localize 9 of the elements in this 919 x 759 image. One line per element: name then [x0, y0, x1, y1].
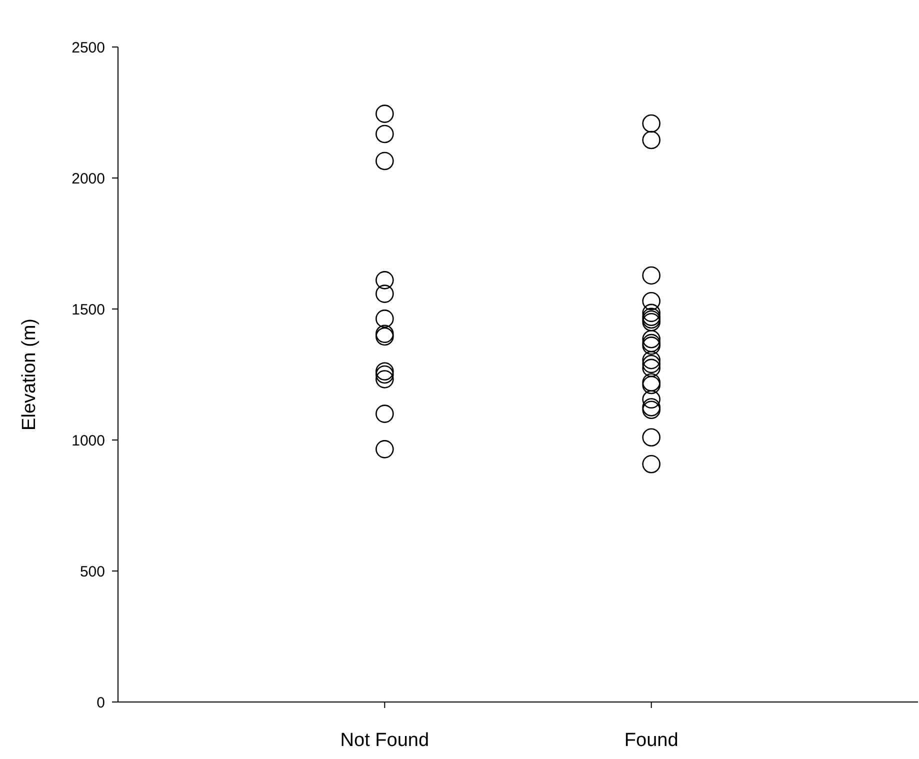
x-tick-label: Found: [624, 730, 678, 751]
y-tick-label: 500: [80, 563, 105, 580]
y-tick-label: 0: [96, 694, 105, 712]
x-tick-label: Not Found: [340, 730, 430, 751]
y-tick-label: 1000: [72, 432, 105, 450]
y-tick-label: 1500: [72, 301, 105, 318]
y-axis-title: Elevation (m): [19, 318, 40, 430]
y-tick-label: 2500: [72, 39, 105, 56]
y-tick-label: 2000: [72, 170, 105, 188]
